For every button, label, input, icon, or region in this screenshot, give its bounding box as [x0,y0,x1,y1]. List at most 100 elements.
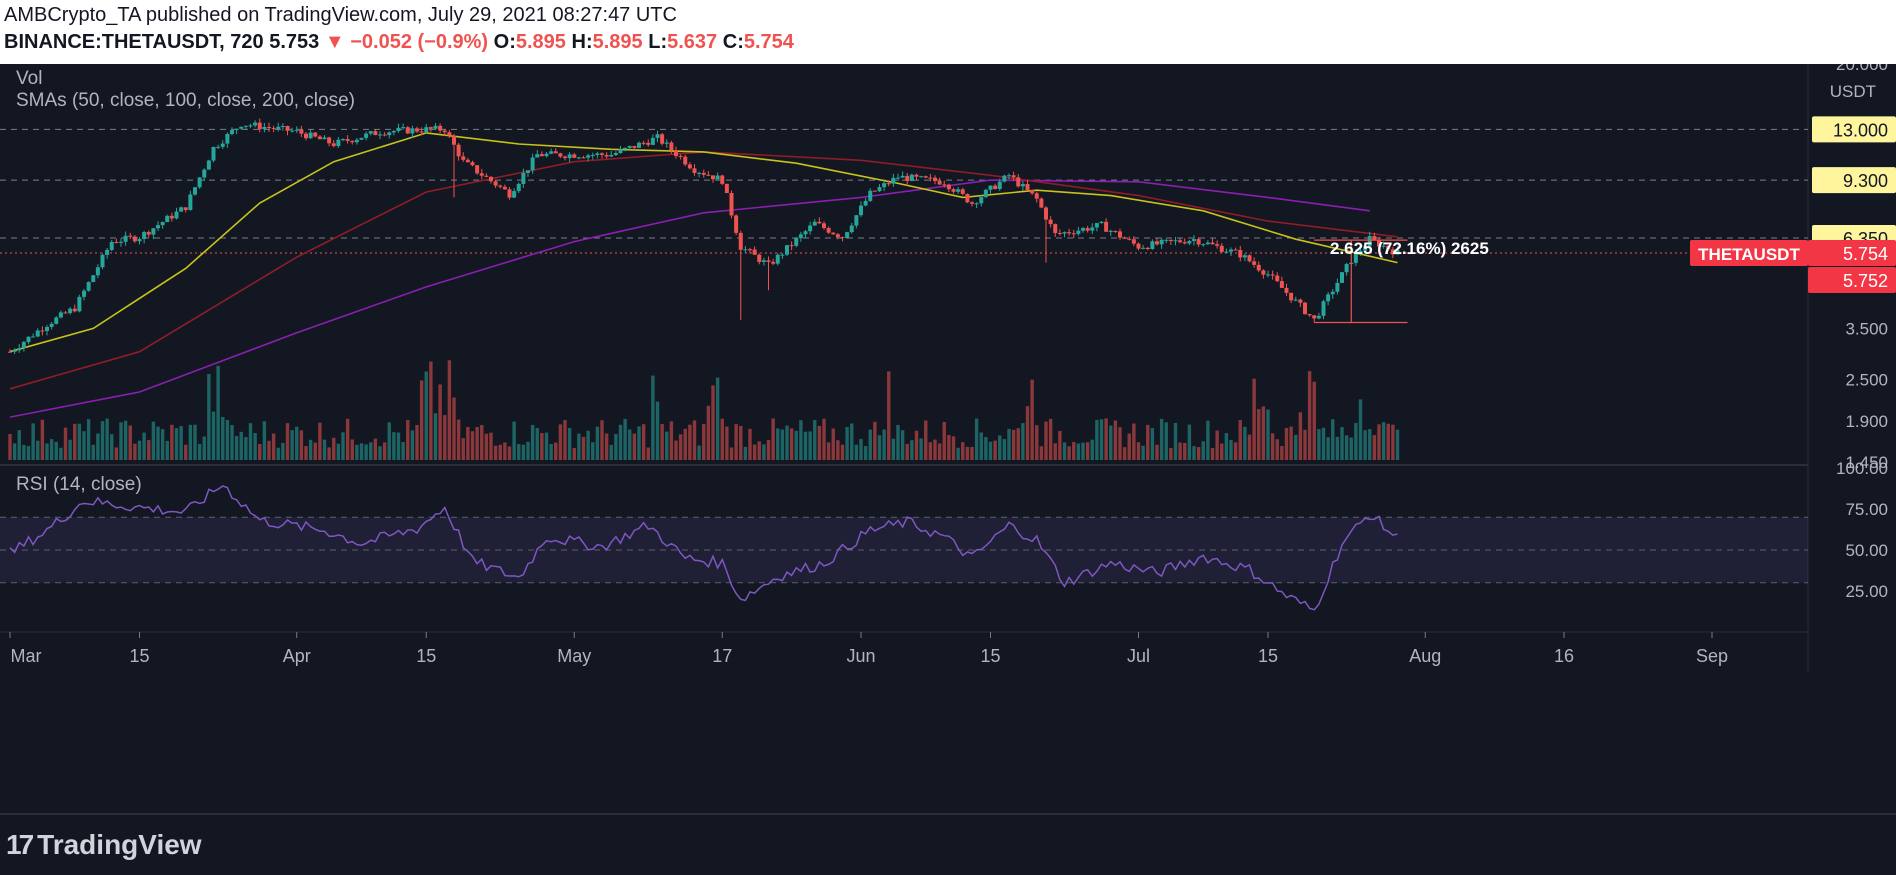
symbol-label[interactable]: BINANCE:THETAUSDT, 720 [4,31,264,53]
candle-body [946,184,951,190]
candle-body [193,187,197,195]
volume-bar [54,441,58,460]
tradingview-logo-icon: 17 [6,829,34,860]
volume-bar [1164,422,1168,460]
volume-bar [1261,406,1266,460]
rsi-tick-label: 100.00 [1836,459,1888,478]
volume-bar [1113,420,1118,460]
candle-body [1118,231,1122,238]
chart-canvas[interactable]: 2.625 (72.16%) 2625 20.0006.3503.5002.50… [0,64,1896,813]
volume-bar [1146,424,1150,460]
candle-body [914,174,919,177]
candle-body [1247,255,1252,262]
volume-bar [840,444,845,460]
rsi-tick-label: 50.00 [1845,541,1888,560]
candle-body [1312,315,1317,319]
candle-body [983,189,988,198]
candle-body [942,184,947,186]
candle-body [558,153,563,157]
volume-bar [757,441,761,460]
candle-body [872,190,877,192]
candle-body [21,342,26,349]
candle-body [308,132,313,139]
volume-bar [1030,379,1034,460]
volume-bar [1132,423,1136,460]
volume-bar [267,440,271,460]
candle-body [1011,175,1016,178]
volume-bar [290,430,294,460]
candle-body [905,175,910,181]
price-tick-label: 2.500 [1845,370,1888,389]
tradingview-logo[interactable]: 17 TradingView [6,829,202,861]
low-value: 5.637 [667,31,718,53]
volume-bar [567,428,572,460]
volume-bar [706,405,711,460]
candle-body [576,157,581,159]
candle-body [1182,242,1187,244]
volume-bar [105,418,109,460]
volume-bar [142,432,146,460]
volume-bar [308,439,313,460]
candle-body [257,122,262,130]
candle-body [683,156,688,165]
volume-legend[interactable]: Vol [16,68,43,89]
volume-bar [776,428,780,460]
candle-body [845,232,850,239]
candle-body [868,190,873,201]
level-label-9300: 9.300 [1843,171,1888,191]
volume-bar [863,446,868,460]
volume-bar [406,419,410,460]
candle-body [12,350,17,352]
candle-body [82,290,86,297]
volume-bar [873,421,877,460]
rsi-legend[interactable]: RSI (14, close) [16,474,142,495]
volume-bar [327,447,331,460]
candle-body [100,254,105,268]
volume-bar [63,427,68,460]
candle-body [160,222,165,226]
volume-bar [540,433,544,460]
candle-body [678,155,683,157]
volume-bar [114,447,119,460]
candle-body [276,126,281,129]
candle-body [86,282,91,291]
volume-bar [984,436,988,460]
price-change: ▼ −0.052 (−0.9%) [324,31,489,53]
candle-body [877,187,882,192]
volume-bar [1252,378,1256,460]
candle-body [919,176,924,178]
candle-body [826,227,831,233]
volume-bar [882,429,886,460]
candle-body [304,133,308,139]
volume-bar [683,428,687,460]
volume-bar [734,424,738,460]
volume-bar [1085,442,1090,460]
grid-lines [0,64,1809,672]
volume-bar [461,438,465,460]
candle-body [1395,249,1400,255]
volume-bar [785,425,789,460]
candle-body [489,176,493,182]
chart-area[interactable]: 2.625 (72.16%) 2625 20.0006.3503.5002.50… [0,64,1896,813]
measure-tool: 2.625 (72.16%) 2625 [1314,239,1489,324]
volume-bar [8,434,12,460]
volume-bar [688,424,692,460]
volume-bar [854,444,859,460]
rsi-pane [0,485,1808,611]
volume-bar [387,422,391,460]
candle-body [271,127,276,129]
volume-bar [1349,437,1353,460]
candle-body [49,323,54,327]
candle-body [771,261,776,264]
candle-body [1187,240,1192,244]
candle-body [294,129,299,131]
candle-body [724,183,729,194]
last-price-label: 5.754 [1843,244,1888,264]
volume-bar [119,422,123,460]
rsi-tick-label: 75.00 [1845,500,1888,519]
candle-body [738,232,743,250]
main-background [0,64,1808,632]
sma-legend[interactable]: SMAs (50, close, 100, close, 200, close) [16,90,355,111]
volume-bar [470,431,475,460]
volume-bar [378,446,382,460]
